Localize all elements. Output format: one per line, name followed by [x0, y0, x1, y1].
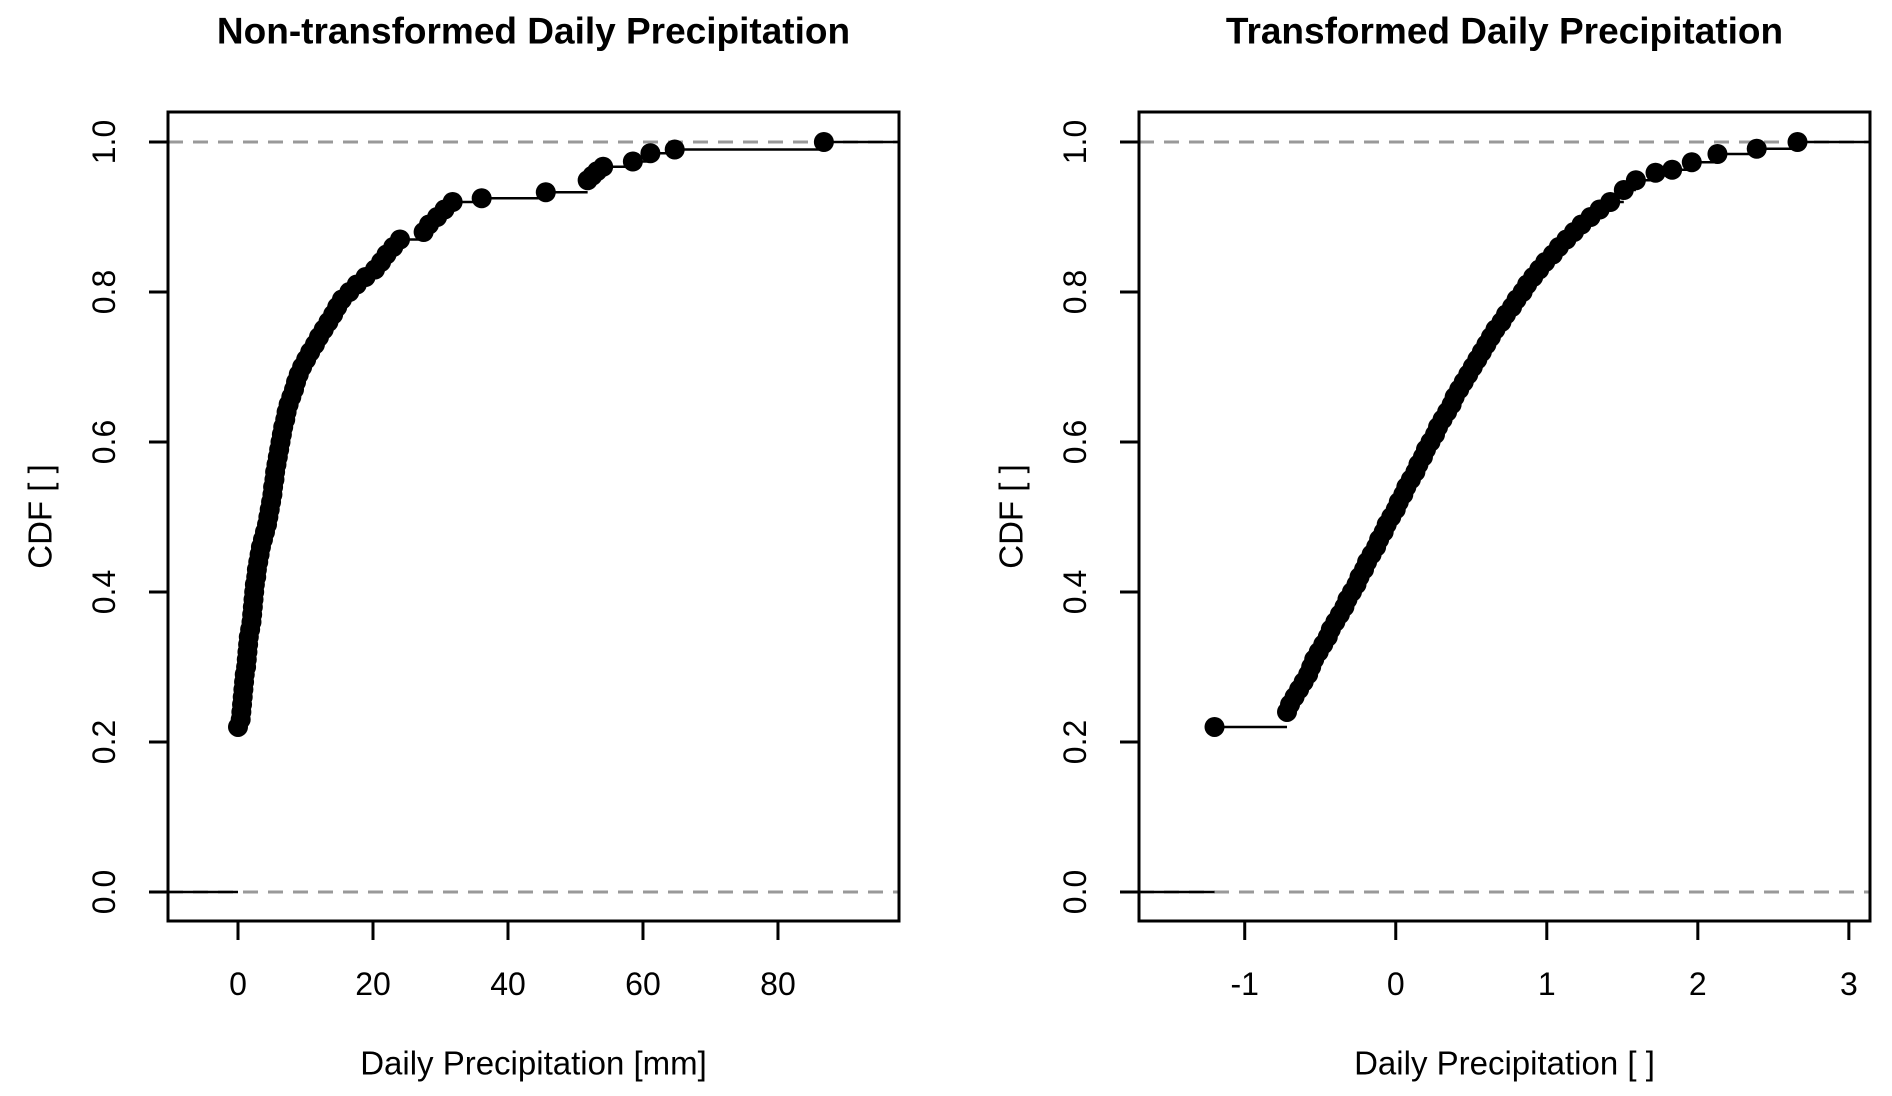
x-tick-label: 1: [1538, 966, 1556, 1002]
x-tick-label: 40: [490, 966, 526, 1002]
ecdf-plot-transformed: -1 0 1 2 3 0.0 0.2 0.4 0.6 0.8 1.0 Transformed Dail…: [993, 11, 1872, 1082]
ecdf-point: [813, 131, 834, 152]
y-tick-label: 0.2: [1057, 720, 1093, 764]
ecdf-point: [1662, 159, 1683, 180]
y-tick-label: 0.0: [86, 870, 122, 914]
y-axis-label: CDF [ ]: [993, 464, 1030, 569]
y-tick-label: 0.2: [86, 720, 122, 764]
chart-title: Non-transformed Daily Precipitation: [217, 11, 850, 52]
y-tick-label: 1.0: [1057, 120, 1093, 164]
y-axis-label: CDF [ ]: [22, 464, 59, 569]
ecdf-point: [1746, 138, 1767, 159]
y-tick-label: 1.0: [86, 120, 122, 164]
ecdf-point: [442, 191, 463, 212]
x-tick-label: 0: [229, 966, 247, 1002]
chart-title: Transformed Daily Precipitation: [1226, 11, 1783, 52]
ecdf-point: [389, 229, 410, 250]
x-tick-label: 20: [355, 966, 391, 1002]
x-tick-label: 3: [1840, 966, 1858, 1002]
x-tick-label: 60: [625, 966, 661, 1002]
x-tick-label: 2: [1689, 966, 1707, 1002]
ecdf-point: [1625, 170, 1646, 191]
ecdf-point: [1787, 131, 1808, 152]
y-tick-label: 0.6: [86, 420, 122, 464]
x-tick-label: 80: [760, 966, 796, 1002]
x-axis-label: Daily Precipitation [mm]: [360, 1045, 707, 1082]
ecdf-point: [593, 156, 614, 177]
ecdf-point: [535, 182, 556, 203]
ecdf-point: [1645, 162, 1666, 183]
y-tick-label: 0.4: [86, 570, 122, 614]
ecdf-point: [640, 143, 661, 164]
x-tick-label: -1: [1230, 966, 1258, 1002]
plot-box: [166, 110, 901, 923]
ecdf-point: [471, 188, 492, 209]
ecdf-point: [1681, 152, 1702, 173]
plot-box: [1137, 110, 1872, 923]
ecdf-point: [1600, 191, 1621, 212]
y-tick-label: 0.8: [1057, 270, 1093, 314]
x-tick-label: 0: [1387, 966, 1405, 1002]
y-tick-label: 0.0: [1057, 870, 1093, 914]
ecdf-point: [1707, 143, 1728, 164]
ecdf-point: [1204, 716, 1225, 737]
x-axis-label: Daily Precipitation [ ]: [1354, 1045, 1655, 1082]
y-tick-label: 0.8: [86, 270, 122, 314]
ecdf-point: [664, 139, 685, 160]
y-tick-label: 0.6: [1057, 420, 1093, 464]
y-tick-label: 0.4: [1057, 570, 1093, 614]
ecdf-plot-non-transformed: 0 20 40 60 80 0.0 0.2 0.4 0.6 0.8 1.0 Non-transform…: [22, 11, 901, 1082]
ecdf-point: [622, 151, 643, 172]
